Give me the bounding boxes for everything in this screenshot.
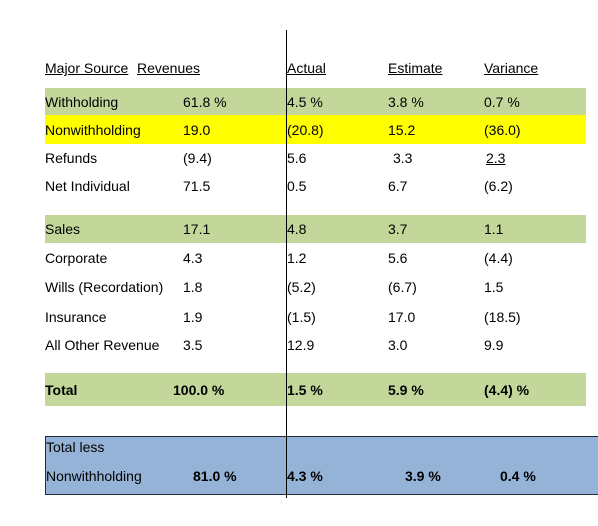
- value-cell: (5.2): [287, 279, 316, 295]
- row-label: All Other Revenue: [45, 337, 160, 353]
- value-cell: 1.9: [183, 308, 203, 325]
- value-cell: (1.5): [287, 308, 316, 325]
- header-cell: Major Source: [45, 60, 129, 76]
- summary-label: Nonwithholding: [46, 468, 142, 484]
- value-cell: 1.5 %: [287, 381, 323, 398]
- value-cell: 1.5: [484, 279, 504, 295]
- value-cell: 3.8 %: [388, 93, 424, 110]
- summary-value: 3.9 %: [405, 468, 441, 484]
- value-cell: 4.8: [287, 221, 307, 237]
- value-cell: 71.5: [183, 178, 211, 194]
- value-cell: 3.5: [183, 337, 203, 353]
- value-cell: (4.4): [484, 249, 513, 266]
- column-divider: [286, 30, 287, 498]
- summary-label: Total less: [46, 439, 105, 455]
- row-label: Nonwithholding: [45, 121, 141, 138]
- row-label: Withholding: [45, 93, 119, 110]
- value-cell: 1.8: [183, 279, 203, 295]
- header-cell: Revenues: [137, 60, 201, 76]
- value-cell: 17.0: [388, 308, 416, 325]
- value-cell: (6.7): [388, 279, 417, 295]
- row-label: Net Individual: [45, 178, 130, 194]
- value-cell: 19.0: [183, 121, 211, 138]
- summary-value: 81.0 %: [193, 468, 237, 484]
- value-cell: 5.6: [287, 150, 307, 166]
- value-cell: 9.9: [484, 337, 504, 353]
- value-cell: (9.4): [183, 150, 212, 166]
- value-cell: 3.0: [388, 337, 408, 353]
- value-cell: 100.0 %: [173, 381, 225, 398]
- value-cell: 61.8 %: [183, 93, 227, 110]
- value-cell: (4.4) %: [484, 381, 530, 398]
- row-label: Sales: [45, 221, 81, 237]
- value-cell: 2.3: [486, 150, 506, 166]
- header-cell: Actual: [287, 60, 326, 76]
- header-cell: Estimate: [388, 60, 443, 76]
- value-cell: 6.7: [388, 178, 408, 194]
- row-fill: [45, 373, 586, 406]
- value-cell: (6.2): [484, 178, 513, 194]
- value-cell: 0.5: [287, 178, 307, 194]
- row-fill: [45, 215, 586, 243]
- row-fill: [45, 115, 586, 144]
- row-label: Refunds: [45, 150, 98, 166]
- value-cell: 4.3: [183, 249, 203, 266]
- summary-value: 4.3 %: [287, 468, 323, 484]
- value-cell: 15.2: [388, 121, 416, 138]
- value-cell: (18.5): [484, 308, 521, 325]
- value-cell: 3.3: [393, 150, 413, 166]
- value-cell: 3.7: [388, 221, 408, 237]
- summary-box: [45, 436, 598, 495]
- value-cell: 17.1: [183, 221, 211, 237]
- row-label: Wills (Recordation): [45, 279, 164, 295]
- row-label: Insurance: [45, 308, 107, 325]
- value-cell: 0.7 %: [484, 93, 520, 110]
- value-cell: 5.9 %: [388, 381, 424, 398]
- summary-value: 0.4 %: [500, 468, 536, 484]
- row-fill: [45, 88, 586, 115]
- row-label: Total: [45, 381, 78, 398]
- header-cell: Variance: [484, 60, 539, 76]
- value-cell: (36.0): [484, 121, 521, 138]
- row-label: Corporate: [45, 249, 108, 266]
- value-cell: 1.1: [484, 221, 504, 237]
- value-cell: 5.6: [388, 249, 408, 266]
- value-cell: 1.2: [287, 249, 307, 266]
- value-cell: 12.9: [287, 337, 315, 353]
- value-cell: 4.5 %: [287, 93, 323, 110]
- value-cell: (20.8): [287, 121, 324, 138]
